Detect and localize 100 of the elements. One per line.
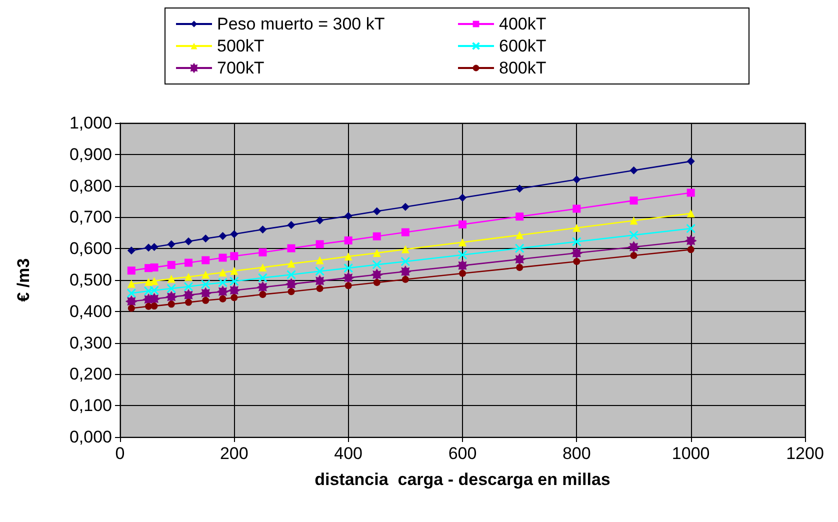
point: [630, 196, 638, 205]
x-tick-label: 1200: [786, 444, 824, 463]
point: [184, 258, 192, 267]
point: [218, 286, 228, 297]
point: [572, 176, 581, 184]
point: [572, 236, 582, 246]
point: [259, 290, 266, 298]
point: [286, 278, 296, 290]
point: [200, 288, 211, 298]
x-tick-label: 1000: [672, 444, 710, 463]
point: [401, 228, 410, 236]
point: [167, 274, 176, 283]
point: [228, 285, 240, 296]
point: [401, 202, 410, 211]
legend-label: 500kT: [217, 36, 264, 56]
x-tick-label: 200: [220, 444, 248, 463]
point: [287, 221, 296, 230]
point: [630, 252, 638, 260]
point: [287, 260, 296, 268]
point: [344, 236, 352, 244]
point: [218, 232, 227, 240]
point: [372, 269, 382, 280]
point: [126, 296, 137, 307]
point: [629, 230, 638, 240]
point: [218, 278, 228, 288]
point: [458, 250, 468, 260]
y-tick-label: 0,000: [69, 428, 112, 446]
x-tick-label: 800: [562, 444, 591, 463]
point: [167, 240, 176, 248]
legend-label: 700kT: [217, 58, 264, 78]
point: [516, 212, 524, 221]
point: [286, 270, 296, 280]
point: [166, 292, 177, 302]
point: [183, 290, 194, 300]
point: [150, 276, 158, 285]
point: [572, 204, 581, 213]
x-tick-label: 600: [448, 444, 477, 463]
point: [185, 298, 192, 306]
point: [457, 260, 468, 271]
point: [628, 242, 639, 252]
point: [202, 270, 210, 279]
point: [686, 224, 696, 234]
point: [686, 209, 695, 218]
point: [229, 276, 239, 286]
point: [150, 263, 158, 272]
point: [128, 304, 135, 312]
point: [230, 230, 238, 238]
point: [202, 234, 210, 243]
point: [287, 244, 296, 252]
point: [402, 276, 409, 283]
y-tick-label: 0,600: [69, 239, 112, 258]
legend-label: 400kT: [499, 14, 546, 34]
point: [344, 252, 352, 260]
point: [230, 266, 238, 275]
legend-label: 800kT: [499, 58, 546, 78]
point: [202, 256, 210, 264]
point: [516, 184, 524, 193]
point: [166, 284, 176, 294]
point: [315, 266, 325, 276]
point: [686, 157, 695, 166]
point: [258, 273, 268, 283]
point: [516, 231, 524, 240]
x-tick-label: 400: [334, 444, 363, 463]
point: [150, 243, 158, 252]
point: [288, 288, 295, 296]
point: [458, 238, 466, 246]
point: [316, 240, 324, 248]
y-axis-title: € /m3: [14, 258, 33, 302]
point: [686, 236, 696, 246]
point: [144, 244, 153, 252]
legend-label: 600kT: [499, 36, 546, 56]
point: [202, 296, 210, 304]
x-axis-title: distancia carga - descarga en millas: [314, 470, 610, 489]
point: [184, 237, 192, 246]
y-tick-label: 1,000: [69, 114, 112, 132]
point: [400, 266, 411, 277]
point: [344, 282, 352, 290]
legend-label: Peso muerto = 300 kT: [217, 14, 385, 34]
point: [373, 279, 380, 286]
y-tick-label: 0,300: [69, 333, 112, 352]
y-tick-label: 0,200: [69, 364, 112, 384]
point: [372, 260, 382, 270]
y-tick-label: 0,100: [69, 396, 112, 416]
point: [168, 300, 175, 308]
y-tick-label: 0,500: [69, 270, 112, 290]
point: [372, 232, 381, 240]
point: [344, 212, 352, 220]
point: [516, 264, 524, 271]
point: [257, 282, 268, 292]
point: [230, 294, 238, 302]
point: [687, 246, 694, 254]
point: [343, 272, 354, 284]
point: [127, 246, 136, 254]
point: [316, 216, 324, 224]
point: [686, 188, 695, 197]
y-tick-label: 0,900: [69, 144, 112, 164]
point: [150, 286, 159, 296]
point: [459, 270, 466, 277]
point: [184, 282, 194, 292]
point: [150, 302, 158, 310]
